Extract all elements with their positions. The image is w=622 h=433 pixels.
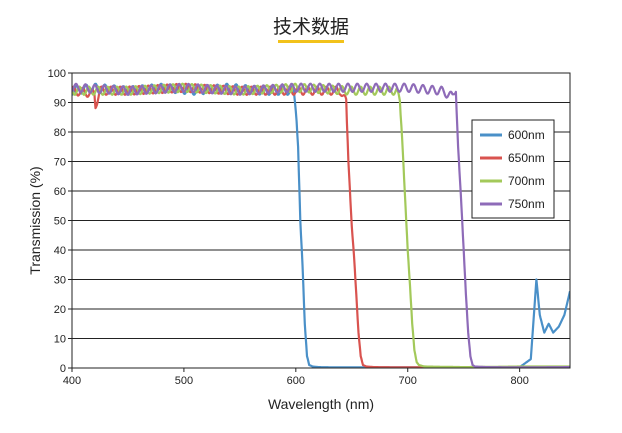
y-axis-label: Transmission (%) [27,166,43,274]
y-tick-label: 70 [54,157,66,169]
y-tick-label: 50 [54,216,66,228]
y-tick-label: 10 [54,334,66,346]
title-underline [278,40,344,43]
y-tick-label: 60 [54,186,66,198]
x-tick-label: 500 [175,375,193,387]
series-layer [72,82,570,369]
x-tick-label: 700 [399,375,417,387]
legend-label: 750nm [508,197,545,211]
x-tick-label: 800 [510,375,528,387]
y-tick-label: 100 [48,68,66,80]
legend: 600nm 650nm 700nm 750nm [471,119,555,219]
y-tick-label: 0 [60,363,66,375]
x-tick-label: 600 [287,375,305,387]
y-tick-label: 40 [54,245,66,257]
x-axis-label: Wavelength (nm) [268,396,374,412]
page-title: 技术数据 [272,16,349,38]
legend-label: 600nm [508,128,545,142]
legend-label: 700nm [508,174,545,188]
grid-lines [72,72,570,369]
y-tick-label: 80 [54,127,66,139]
legend-label: 650nm [508,151,545,165]
axis-ticks: 0 10 20 30 40 50 60 70 80 90 100 400 500 600 700 800 [48,68,529,387]
x-tick-label: 400 [63,375,81,387]
series-line-750nm [72,82,570,369]
y-tick-label: 30 [54,275,66,287]
y-tick-label: 20 [54,304,66,316]
y-tick-label: 90 [54,98,66,110]
